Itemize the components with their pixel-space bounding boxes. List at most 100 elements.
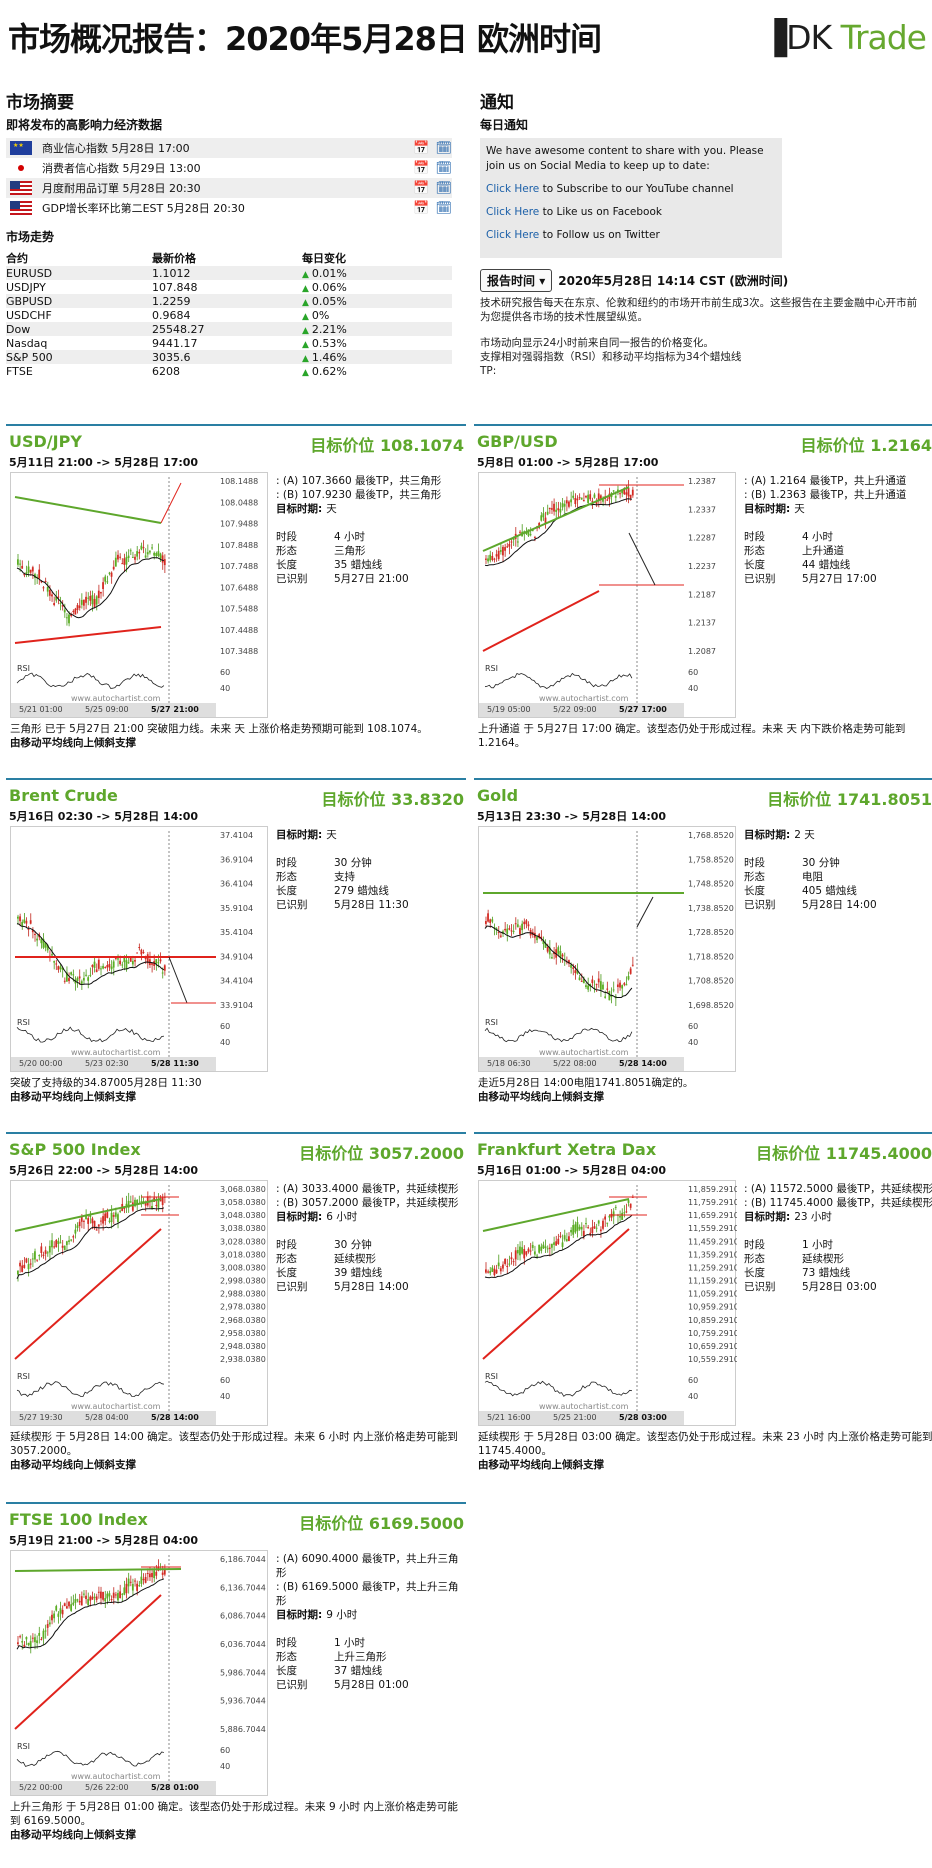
add-calendar-icon[interactable]: 🗓 (435, 160, 452, 176)
pattern-info: : (A) 1.2164 最後TP，共上升通道 : (B) 1.2363 最後TP… (744, 474, 932, 586)
tp-line: : (A) 1.2164 最後TP，共上升通道 (744, 475, 907, 487)
y-tick-label: 6,136.7044 (220, 1583, 266, 1592)
y-tick-label: 10,559.2910 (688, 1355, 737, 1364)
info-row-identified: 已识别 5月28日 03:00 (744, 1281, 877, 1293)
panel-title-bar: Brent Crude 目标价位 33.8320 (6, 778, 466, 809)
y-tick-label: 5,936.7044 (220, 1697, 266, 1706)
instrument-name[interactable]: FTSE 100 Index (9, 1510, 148, 1529)
summary-note: 由移动平均线向上倾斜支撑 (478, 1091, 604, 1103)
price-chart: 11,859.2910 11,759.2910 11,659.2910 11,559.… (478, 1180, 739, 1426)
trend-change: 0.06% (311, 280, 347, 294)
info-row-length: 长度 35 蜡烛线 (276, 559, 383, 571)
trends-title: 市场走势 (6, 230, 55, 244)
instrument-name[interactable]: USD/JPY (9, 432, 82, 451)
period-value: 1 小时 (802, 1239, 834, 1251)
instrument-name[interactable]: Brent Crude (9, 786, 118, 805)
rsi-tick-label: 40 (220, 684, 230, 693)
pattern-info: : (A) 11572.5000 最後TP，共延续楔形: (B) 11745.4… (744, 1182, 932, 1294)
price-chart: 37.4104 36.9104 36.4104 35.9104 35.4104 34.91… (10, 826, 268, 1072)
rsi-label: RSI (485, 664, 498, 673)
trend-change: 0.62% (311, 364, 347, 378)
instrument-name[interactable]: S&P 500 Index (9, 1140, 141, 1159)
up-arrow-icon: ▲ (302, 311, 309, 322)
rsi-tick-label: 60 (688, 668, 698, 677)
events-title: 即将发布的高影响力经济数据 (6, 118, 163, 132)
trends-table: 合约 最新价格 每日变化 EURUSD 1.1012 ▲ 0.01% USDJPY 107.84… (6, 250, 452, 378)
calendar-icon[interactable]: 📅 (413, 200, 430, 216)
watermark: www.autochartist.com (71, 1048, 161, 1057)
time-range: 5月16日 01:00 -> 5月28日 04:00 (477, 1164, 667, 1177)
form-value: 延续楔形 (802, 1253, 844, 1265)
tp-line: : (B) 1.2363 最後TP，共上升通道 (744, 489, 907, 501)
trend-price: 25548.27 (152, 322, 302, 336)
trend-price: 9441.17 (152, 336, 198, 350)
info-row-period: 时段 4 小时 (744, 531, 834, 543)
info-row-identified: 已识别 5月27日 21:00 (276, 573, 409, 585)
trend-row: Dow 25548.27 ▲ 2.21% (6, 322, 452, 336)
facebook-link[interactable]: Click Here (486, 206, 540, 218)
y-tick-label: 1,768.8520 (688, 831, 734, 840)
summary-note: 由移动平均线向上倾斜支撑 (10, 737, 136, 749)
info-row-identified: 已识别 5月27日 17:00 (744, 573, 877, 585)
logo-bars-icon: ▐ (761, 18, 787, 57)
target-period-value: 天 (326, 503, 337, 515)
summary-text: 走近5月28日 14:00电阻1741.8051确定的。 (478, 1077, 694, 1089)
trend-row: S&P 500 3035.6 ▲ 1.46% (6, 350, 452, 364)
y-tick-label: 1.2287 (688, 534, 716, 543)
y-tick-label: 11,059.2910 (688, 1290, 737, 1299)
x-tick-label: 5/22 08:00 (553, 1059, 597, 1068)
youtube-link[interactable]: Click Here (486, 183, 540, 195)
form-value: 支持 (334, 871, 355, 883)
panel-title-bar: GBP/USD 目标价位 1.2164 (474, 424, 932, 455)
price-chart: 1,768.8520 1,758.8520 1,748.8520 1,738.8520… (478, 826, 736, 1072)
y-tick-label: 2,968.0380 (220, 1316, 266, 1325)
form-value: 电阻 (802, 871, 823, 883)
x-tick-label: 5/23 02:30 (85, 1059, 129, 1068)
trend-change-cell: ▲ 0.06% (302, 280, 452, 294)
info-row-period: 时段 4 小时 (276, 531, 366, 543)
calendar-icon[interactable]: 📅 (413, 180, 430, 196)
trend-row: USDJPY 107.848 ▲ 0.06% (6, 280, 452, 294)
rsi-tick-label: 40 (220, 1038, 230, 1047)
trend-symbol: Nasdaq (6, 336, 48, 350)
watermark: www.autochartist.com (539, 1048, 629, 1057)
y-tick-label: 2,938.0380 (220, 1355, 266, 1364)
instrument-name[interactable]: Frankfurt Xetra Dax (477, 1140, 657, 1159)
y-tick-label: 1.2387 (688, 477, 716, 486)
y-tick-label: 36.9104 (220, 855, 253, 864)
report-time-dropdown[interactable]: 报告时间 ▾ (480, 268, 553, 292)
calendar-icon[interactable]: 📅 (413, 160, 430, 176)
trend-change-cell: ▲ 0.01% (302, 266, 452, 280)
trend-row: Nasdaq 9441.17 ▲ 0.53% (6, 336, 452, 350)
trend-row: GBPUSD 1.2259 ▲ 0.05% (6, 294, 452, 308)
identified-value: 5月27日 17:00 (802, 573, 877, 585)
twitter-link[interactable]: Click Here (486, 229, 540, 241)
x-tick-label: 5/21 16:00 (487, 1413, 531, 1422)
y-tick-label: 108.1488 (220, 477, 258, 486)
calendar-icon[interactable]: 📅 (413, 140, 430, 156)
rsi-tick-label: 60 (220, 1746, 230, 1755)
instrument-name[interactable]: GBP/USD (477, 432, 558, 451)
add-calendar-icon[interactable]: 🗓 (435, 180, 452, 196)
y-tick-label: 3,058.0380 (220, 1198, 266, 1207)
panel-title-bar: USD/JPY 目标价位 108.1074 (6, 424, 466, 455)
add-calendar-icon[interactable]: 🗓 (435, 200, 452, 216)
y-tick-label: 2,988.0380 (220, 1290, 266, 1299)
summary-text: 延续楔形 于 5月28日 14:00 确定。该型态仍处于形成过程。未来 6 小时… (10, 1431, 458, 1457)
target-period-row: 目标时期: 6 小时 (276, 1211, 358, 1223)
analysis-panel: Frankfurt Xetra Dax 目标价位 11745.4000 5月16日 … (474, 1132, 932, 1492)
rsi-label: RSI (17, 1742, 30, 1751)
panel-title-bar: FTSE 100 Index 目标价位 6169.5000 (6, 1502, 466, 1533)
y-tick-label: 2,958.0380 (220, 1329, 266, 1338)
add-calendar-icon[interactable]: 🗓 (435, 140, 452, 156)
y-tick-label: 2,978.0380 (220, 1303, 266, 1312)
y-tick-label: 5,886.7044 (220, 1725, 266, 1734)
time-range: 5月13日 23:30 -> 5月28日 14:00 (477, 810, 667, 823)
info-row-form: 形态 上升三角形 (276, 1651, 387, 1663)
tp-line: : (A) 6090.4000 最後TP，共上升三角形 (276, 1553, 459, 1579)
rsi-label: RSI (17, 1018, 30, 1027)
y-tick-label: 35.9104 (220, 904, 253, 913)
period-value: 30 分钟 (802, 857, 840, 869)
info-row-length: 长度 44 蜡烛线 (744, 559, 851, 571)
instrument-name[interactable]: Gold (477, 786, 519, 805)
